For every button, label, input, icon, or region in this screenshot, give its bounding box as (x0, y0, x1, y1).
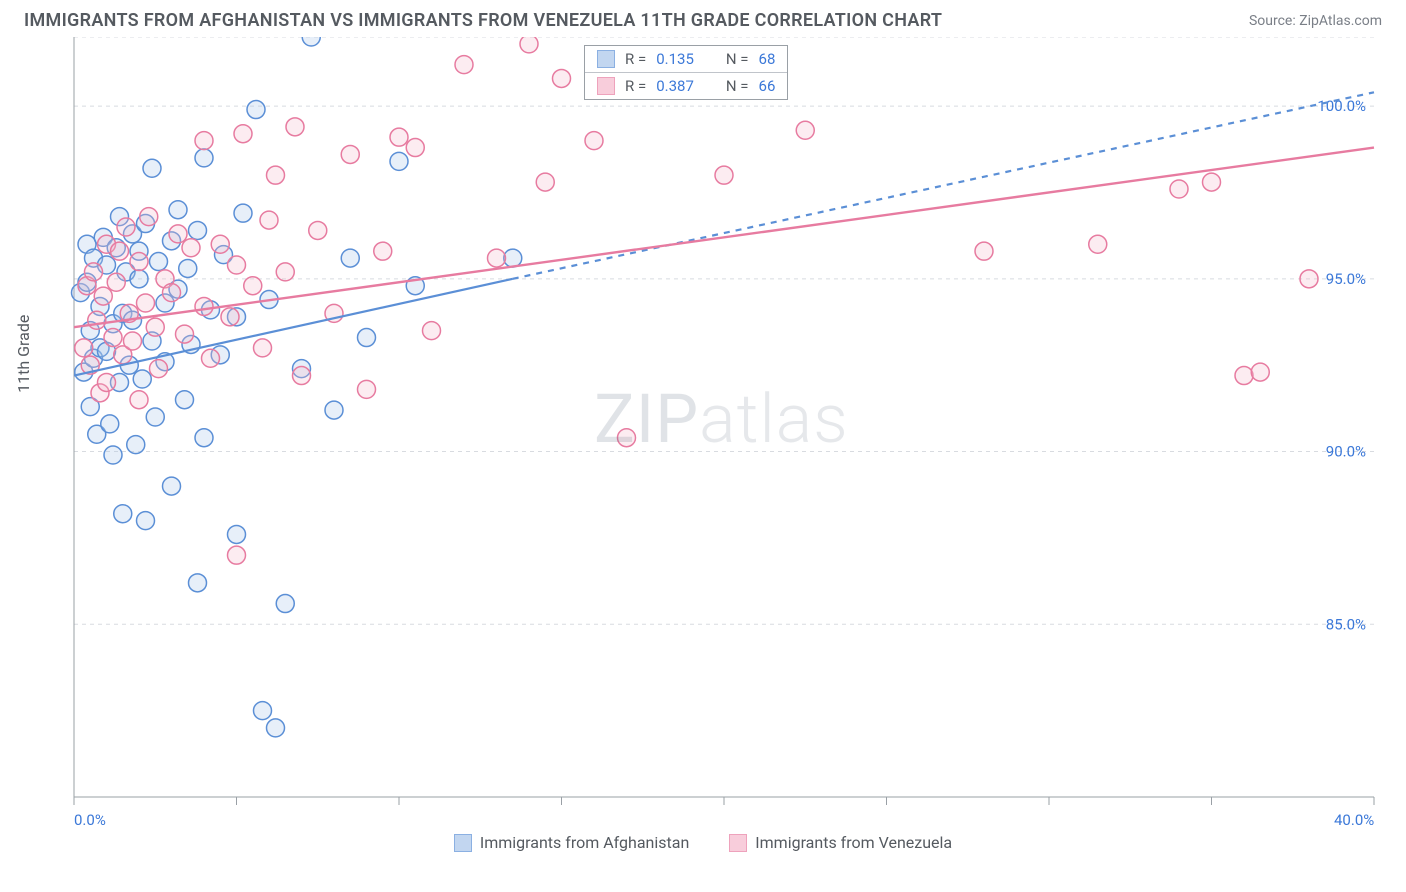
svg-text:95.0%: 95.0% (1326, 270, 1366, 288)
x-tick-label: 0.0% (74, 811, 106, 829)
series-swatch (597, 77, 615, 95)
scatter-plot: 85.0% 90.0% 95.0% 100.0% (24, 37, 1384, 827)
legend-swatch (454, 834, 472, 852)
y-axis-label: 11th Grade (14, 315, 33, 393)
series-swatch (597, 50, 615, 68)
stats-row: R =0.135N =68 (585, 46, 787, 73)
svg-text:100.0%: 100.0% (1317, 97, 1366, 115)
stat-r: 0.135 (656, 50, 694, 68)
source-label: Source: ZipAtlas.com (1249, 13, 1382, 29)
legend-swatch (729, 834, 747, 852)
stats-legend-box: R =0.135N =68R =0.387N =66 (584, 45, 788, 100)
svg-text:85.0%: 85.0% (1326, 615, 1366, 633)
stat-r: 0.387 (656, 77, 694, 95)
chart-area: 11th Grade 85.0%90.0%95.0%100.0% ZIPatla… (24, 37, 1382, 827)
legend-label: Immigrants from Afghanistan (480, 833, 689, 852)
stat-n: 68 (759, 50, 776, 68)
svg-text:90.0%: 90.0% (1326, 443, 1366, 461)
legend-label: Immigrants from Venezuela (755, 833, 952, 852)
stats-row: R =0.387N =66 (585, 73, 787, 99)
chart-title: IMMIGRANTS FROM AFGHANISTAN VS IMMIGRANT… (24, 10, 942, 31)
chart-header: IMMIGRANTS FROM AFGHANISTAN VS IMMIGRANT… (0, 0, 1406, 37)
legend-item: Immigrants from Venezuela (729, 833, 952, 852)
x-tick-label: 40.0% (1334, 811, 1374, 829)
bottom-legend: Immigrants from Afghanistan Immigrants fr… (0, 833, 1406, 852)
legend-item: Immigrants from Afghanistan (454, 833, 689, 852)
stat-n: 66 (759, 77, 776, 95)
